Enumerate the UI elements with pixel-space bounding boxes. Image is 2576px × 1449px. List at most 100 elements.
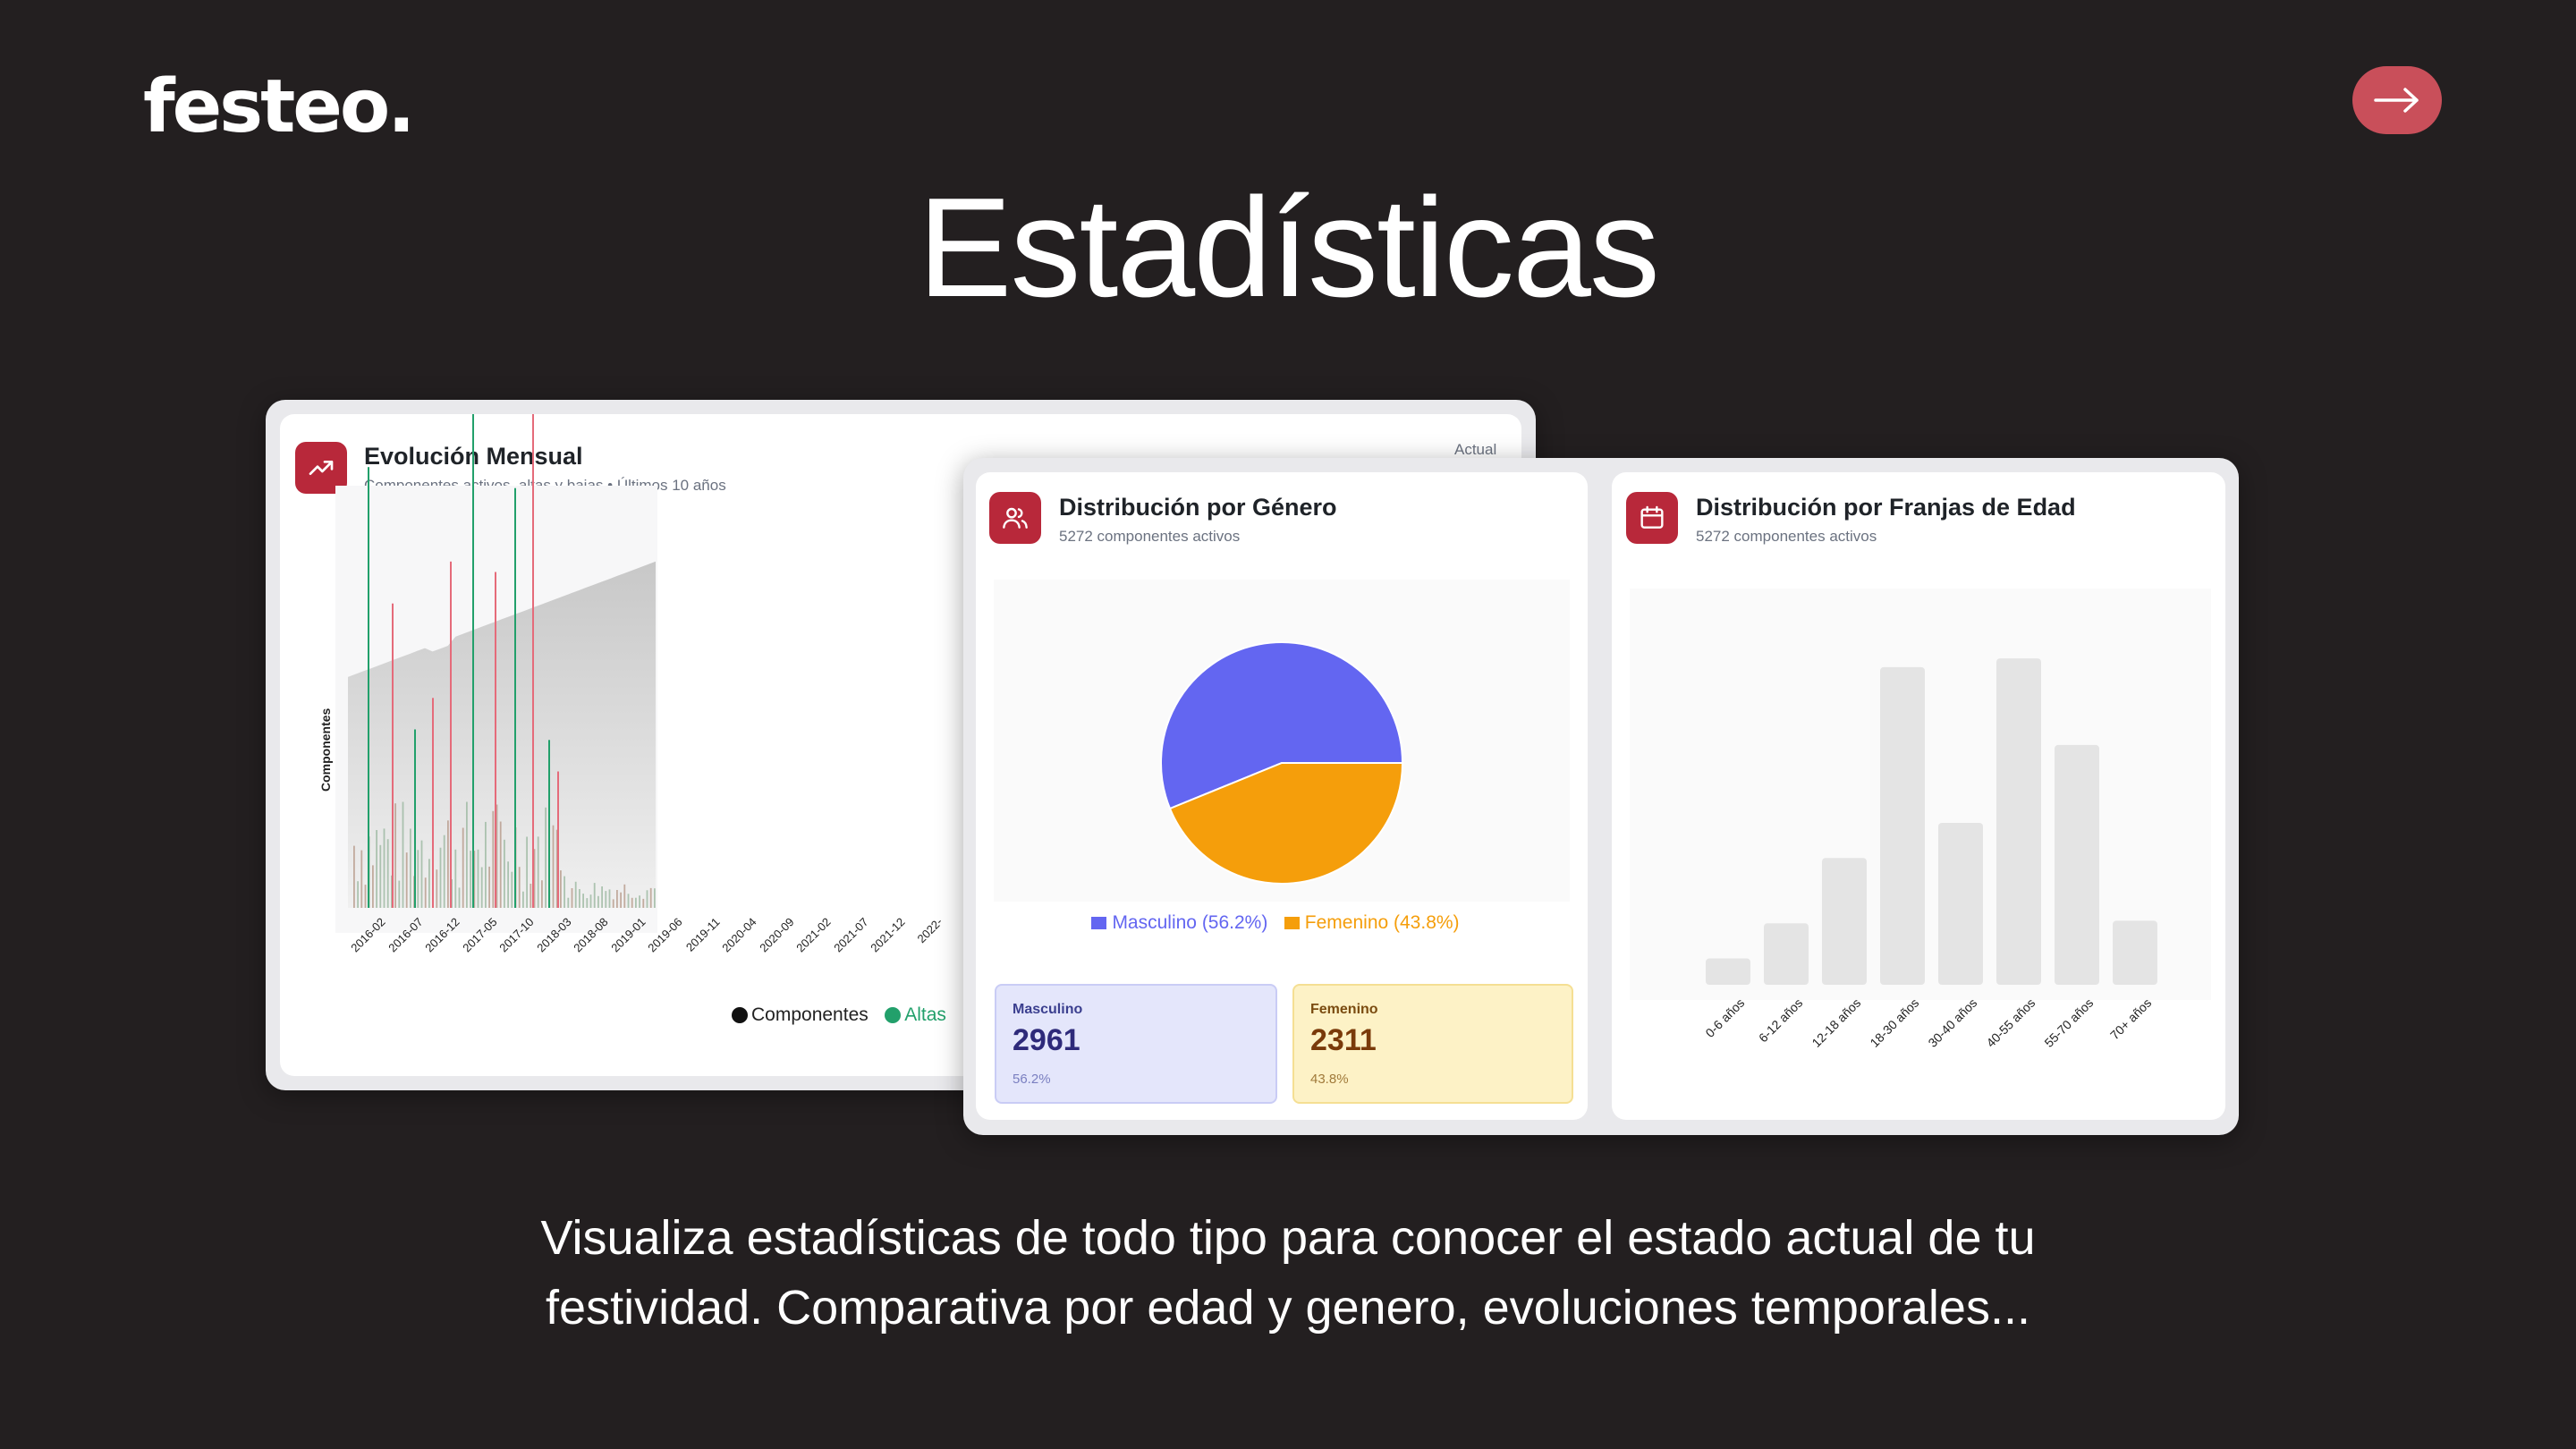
card-subtitle: 5272 componentes activos bbox=[1696, 528, 1877, 545]
monthly-bar bbox=[586, 898, 589, 908]
altas-spike bbox=[368, 467, 369, 908]
monthly-bar bbox=[488, 866, 490, 908]
card-title: Distribución por Franjas de Edad bbox=[1696, 494, 2076, 521]
monthly-bar bbox=[635, 897, 637, 908]
monthly-bar bbox=[447, 820, 449, 908]
monthly-bar bbox=[424, 877, 427, 908]
age-bar bbox=[1996, 658, 2041, 985]
legend-dot bbox=[885, 1007, 902, 1023]
monthly-bar bbox=[405, 852, 408, 908]
masculino-stat-box: Masculino 2961 56.2% bbox=[995, 984, 1277, 1104]
age-bar bbox=[1822, 858, 1867, 985]
monthly-bar bbox=[616, 890, 618, 908]
legend-dot bbox=[732, 1007, 748, 1023]
monthly-bar bbox=[451, 879, 453, 908]
distribution-screenshot-frame: Distribución por Género 5272 componentes… bbox=[963, 458, 2239, 1135]
monthly-bar bbox=[571, 888, 573, 908]
bajas-spike bbox=[557, 771, 559, 908]
festeo-logo: festeo. bbox=[143, 64, 415, 149]
monthly-bar bbox=[439, 847, 442, 908]
legend-femenino: Femenino (43.8%) bbox=[1284, 912, 1460, 934]
pie-legend: Masculino (56.2%) Femenino (43.8%) bbox=[976, 912, 1588, 934]
stat-label: Masculino bbox=[1013, 1002, 1083, 1017]
chart-legend: Componentes Altas bbox=[732, 1004, 959, 1028]
age-bar bbox=[1938, 822, 1983, 985]
card-icon-box bbox=[1626, 492, 1678, 544]
monthly-bar bbox=[353, 845, 355, 908]
bajas-spike bbox=[392, 603, 394, 908]
age-bar bbox=[2055, 744, 2099, 985]
monthly-bar bbox=[639, 895, 640, 908]
trending-up-icon bbox=[309, 461, 334, 475]
monthly-bar bbox=[567, 897, 570, 908]
monthly-bar bbox=[537, 836, 539, 908]
monthly-bar bbox=[612, 899, 614, 908]
monthly-bar bbox=[552, 825, 555, 908]
monthly-bar bbox=[623, 884, 626, 908]
age-bar bbox=[1880, 666, 1925, 985]
stat-percent: 43.8% bbox=[1310, 1072, 1349, 1087]
legend-label: Femenino (43.8%) bbox=[1304, 912, 1460, 933]
age-bar bbox=[1706, 958, 1750, 985]
legend-label: Componentes bbox=[751, 1004, 869, 1025]
monthly-bar bbox=[386, 839, 389, 908]
monthly-bar bbox=[560, 870, 562, 908]
monthly-bar bbox=[582, 894, 584, 908]
monthly-bar bbox=[364, 885, 367, 908]
next-button[interactable] bbox=[2352, 66, 2442, 134]
monthly-bar bbox=[511, 871, 513, 908]
monthly-bar bbox=[654, 888, 656, 908]
monthly-bar bbox=[480, 867, 483, 908]
monthly-bar bbox=[470, 851, 471, 908]
arrow-right-icon bbox=[2374, 88, 2419, 113]
monthly-bar bbox=[496, 804, 498, 908]
monthly-bar bbox=[649, 887, 652, 908]
stat-value: 2961 bbox=[1013, 1023, 1080, 1057]
bajas-spike bbox=[495, 572, 496, 908]
monthly-bar bbox=[402, 801, 404, 908]
monthly-bar bbox=[646, 890, 648, 908]
monthly-bar bbox=[530, 884, 532, 908]
card-icon-box bbox=[989, 492, 1041, 544]
bajas-spike bbox=[450, 561, 452, 908]
legend-masculino: Masculino (56.2%) bbox=[1091, 912, 1267, 934]
monthly-bar bbox=[428, 859, 430, 908]
monthly-bar bbox=[417, 850, 419, 908]
age-bar bbox=[1764, 923, 1809, 985]
monthly-bar bbox=[533, 849, 536, 908]
stat-label: Femenino bbox=[1310, 1002, 1378, 1017]
card-title: Distribución por Género bbox=[1059, 494, 1337, 521]
monthly-bar bbox=[462, 827, 464, 908]
monthly-bar bbox=[357, 881, 359, 908]
monthly-bar bbox=[458, 887, 461, 908]
caption-line: Visualiza estadísticas de todo tipo para… bbox=[540, 1211, 2036, 1265]
card-subtitle: 5272 componentes activos bbox=[1059, 528, 1241, 545]
altas-spike bbox=[414, 729, 416, 908]
monthly-bar bbox=[398, 880, 401, 908]
monthly-bar bbox=[504, 839, 505, 908]
monthly-bar bbox=[499, 821, 502, 908]
monthly-bar bbox=[620, 892, 622, 908]
monthly-bar bbox=[379, 844, 382, 908]
monthly-bar bbox=[410, 828, 411, 908]
monthly-bar bbox=[420, 840, 423, 908]
monthly-bar bbox=[522, 891, 524, 908]
monthly-bar bbox=[454, 849, 457, 908]
gender-distribution-card: Distribución por Género 5272 componentes… bbox=[976, 472, 1588, 1120]
users-icon bbox=[1003, 507, 1028, 529]
monthly-bar bbox=[564, 876, 565, 908]
monthly-bar bbox=[507, 861, 509, 908]
stat-value: 2311 bbox=[1310, 1023, 1377, 1057]
monthly-bar bbox=[376, 830, 377, 908]
femenino-stat-box: Femenino 2311 43.8% bbox=[1292, 984, 1573, 1104]
monthly-bar bbox=[383, 828, 386, 908]
altas-spike bbox=[548, 740, 550, 908]
monthly-bar bbox=[473, 851, 476, 908]
legend-componentes: Componentes bbox=[732, 1004, 869, 1026]
monthly-bar bbox=[589, 894, 592, 908]
legend-label: Masculino (56.2%) bbox=[1112, 912, 1268, 933]
monthly-bar bbox=[593, 883, 596, 908]
legend-swatch bbox=[1284, 917, 1300, 929]
monthly-bar bbox=[601, 886, 603, 908]
monthly-bar bbox=[597, 895, 599, 908]
